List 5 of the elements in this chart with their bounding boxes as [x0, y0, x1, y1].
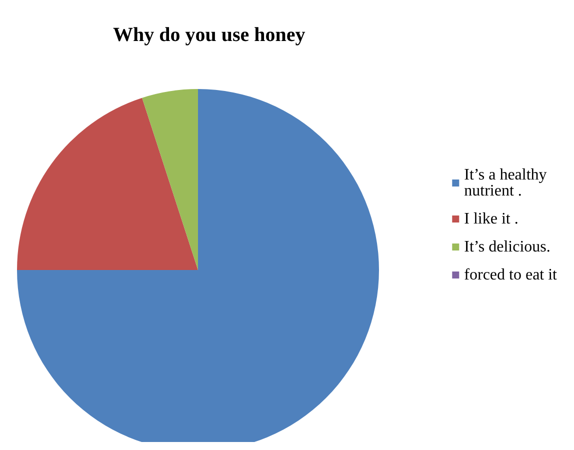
- legend-label: forced to eat it: [464, 266, 558, 284]
- legend-label: It’s delicious.: [464, 238, 550, 256]
- legend-label: It’s a healthy nutrient .: [464, 166, 551, 200]
- legend-label: I like it .: [464, 210, 518, 228]
- chart-title: Why do you use honey: [113, 24, 306, 46]
